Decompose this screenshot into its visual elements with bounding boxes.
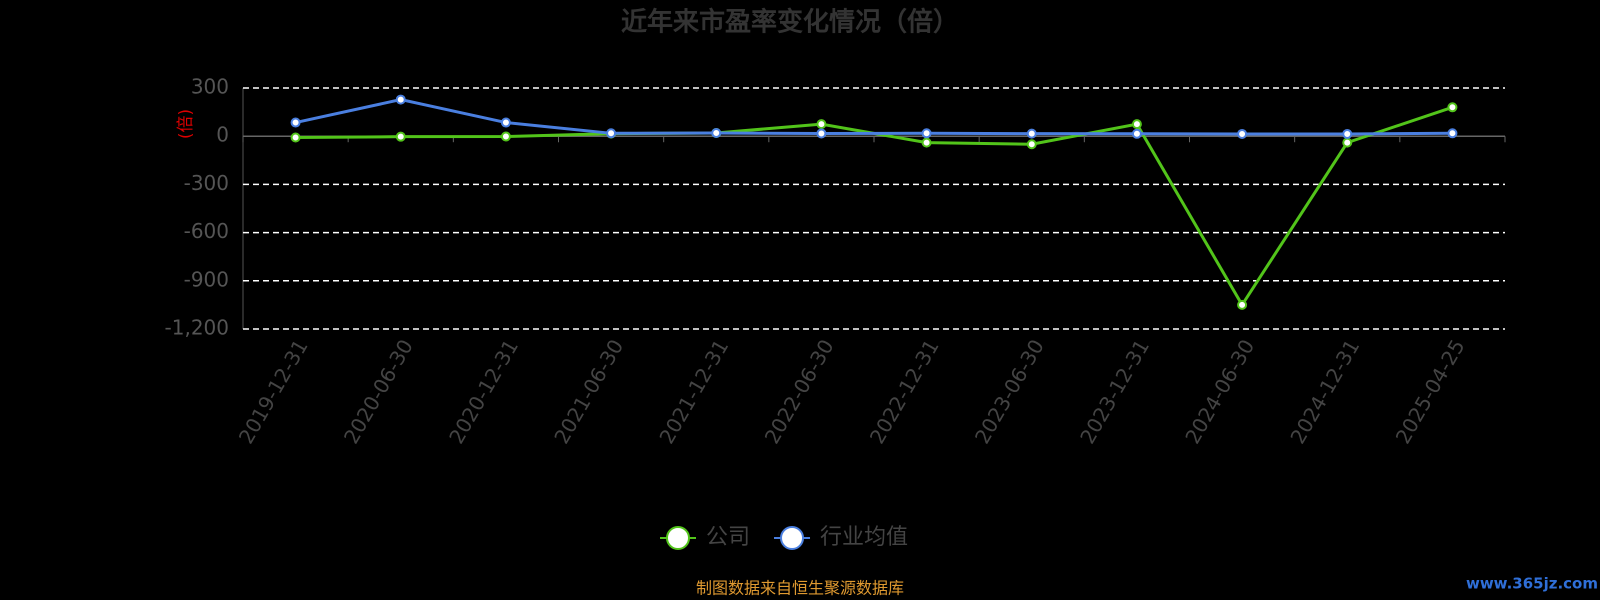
point [1026, 139, 1037, 150]
point [395, 94, 406, 105]
point [395, 131, 406, 142]
point [290, 117, 301, 128]
legend-marker [666, 526, 690, 550]
x-tick-label: 2022-06-30 [760, 335, 839, 448]
chart-title: 近年来市盈率变化情况（倍） [621, 7, 959, 38]
x-tick-label: 2024-12-31 [1285, 335, 1364, 448]
point [1447, 102, 1458, 113]
y-tick-label: -300 [184, 171, 229, 195]
x-tick-label: 2022-12-31 [865, 335, 944, 448]
y-tick-label: -1,200 [165, 316, 229, 340]
point [1026, 128, 1037, 139]
x-tick-label: 2023-12-31 [1075, 335, 1154, 448]
legend-marker [780, 526, 805, 550]
point [606, 128, 617, 139]
point [921, 128, 932, 139]
point [816, 128, 827, 139]
y-tick-label: -900 [184, 267, 229, 291]
point [1131, 128, 1142, 139]
point [1447, 128, 1458, 139]
y-tick-label: 300 [191, 75, 229, 99]
legend-label: 行业均值 [820, 525, 908, 550]
point [816, 119, 827, 130]
point [1342, 128, 1353, 139]
x-tick-label: 2021-06-30 [549, 335, 628, 448]
series-line [295, 98, 1453, 136]
point [921, 137, 932, 148]
point [1237, 299, 1248, 310]
x-tick-label: 2025-04-25 [1391, 335, 1470, 448]
x-tick-label: 2023-06-30 [970, 335, 1049, 448]
watermark: www.365jz.com [1466, 575, 1598, 593]
point [500, 131, 511, 142]
point [290, 132, 301, 143]
legend-label: 公司 [706, 525, 750, 550]
y-axis-label: (倍) [176, 109, 196, 139]
point [500, 117, 511, 128]
point [1131, 119, 1142, 130]
x-tick-label: 2019-12-31 [234, 335, 313, 448]
point [1237, 128, 1248, 139]
x-tick-label: 2020-12-31 [444, 335, 523, 448]
x-tick-label: 2020-06-30 [339, 335, 418, 448]
point [1342, 137, 1353, 148]
y-tick-label: 0 [216, 123, 229, 147]
x-tick-label: 2024-06-30 [1180, 335, 1259, 448]
y-tick-label: -600 [184, 219, 229, 243]
point [711, 127, 722, 138]
footer: 制图数据来自恒生聚源数据库 [696, 579, 904, 598]
x-tick-label: 2021-12-31 [654, 335, 733, 448]
